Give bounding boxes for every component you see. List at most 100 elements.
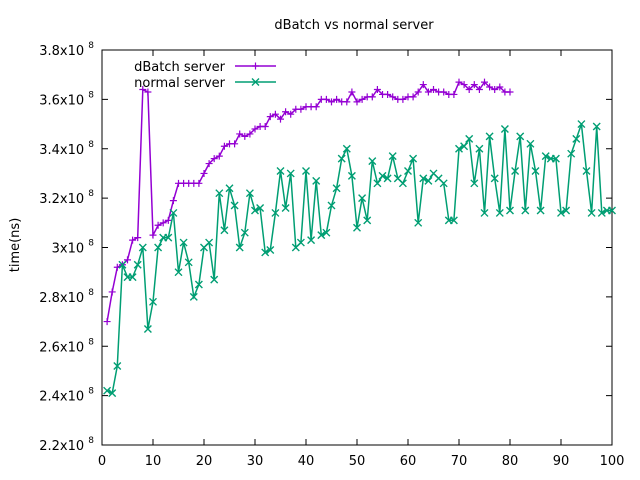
data-point: [261, 248, 270, 257]
data-point: [409, 93, 417, 101]
data-point: [220, 226, 229, 235]
data-point: [373, 86, 381, 93]
y-tick-label: 3.6x10 8: [39, 90, 94, 108]
data-point: [138, 243, 147, 252]
chart-title: dBatch vs normal server: [274, 18, 434, 33]
data-point: [551, 154, 560, 163]
data-point: [343, 98, 351, 106]
data-point: [567, 149, 576, 158]
data-point: [511, 166, 520, 175]
data-point: [582, 166, 591, 175]
data-point: [536, 206, 545, 215]
data-point: [307, 236, 316, 245]
data-point: [103, 318, 111, 326]
data-point: [296, 238, 305, 247]
data-point: [118, 260, 127, 269]
data-point: [592, 122, 601, 131]
data-point: [189, 292, 198, 301]
y-tick-label: 3x10 8: [52, 239, 95, 257]
data-point: [516, 132, 525, 141]
data-point: [358, 95, 366, 103]
data-point: [368, 93, 376, 101]
data-point: [252, 62, 259, 70]
data-point: [439, 179, 448, 188]
data-point: [495, 208, 504, 217]
y-tick-label: 2.4x10 8: [39, 387, 94, 405]
data-point: [347, 171, 356, 180]
data-point: [133, 260, 142, 269]
data-point: [103, 386, 112, 395]
data-point: [475, 144, 484, 153]
data-point: [389, 93, 397, 101]
data-point: [322, 95, 330, 103]
data-point: [455, 78, 463, 86]
y-tick-label: 2.8x10 8: [39, 288, 94, 306]
data-point: [358, 194, 367, 203]
data-point: [384, 90, 392, 98]
data-point: [496, 83, 504, 91]
data-point: [312, 103, 320, 111]
data-point: [312, 176, 321, 185]
data-point: [440, 88, 448, 96]
data-point: [414, 218, 423, 227]
data-point: [480, 208, 489, 217]
data-point: [342, 144, 351, 153]
data-point: [139, 86, 147, 93]
data-point: [144, 88, 152, 96]
data-point: [215, 152, 223, 160]
y-tick-label: 3.2x10 8: [39, 189, 94, 207]
data-point: [220, 142, 228, 150]
data-point: [465, 86, 473, 93]
data-point: [210, 155, 218, 163]
data-point: [481, 78, 488, 86]
data-point: [210, 275, 219, 284]
data-point: [333, 95, 341, 103]
series-dBatch-server: [103, 78, 514, 326]
data-point: [241, 132, 249, 140]
data-point: [317, 231, 326, 240]
data-point: [271, 110, 279, 118]
data-point: [159, 219, 167, 227]
y-tick-label: 3.8x10 8: [39, 41, 94, 59]
y-tick-label: 3.4x10 8: [39, 140, 94, 158]
data-point: [353, 223, 361, 232]
x-tick-label: 40: [298, 454, 315, 469]
data-point: [164, 216, 172, 224]
data-point: [485, 132, 494, 141]
data-point: [302, 166, 310, 175]
data-point: [266, 113, 274, 121]
data-point: [491, 86, 499, 93]
data-point: [424, 176, 433, 185]
data-point: [419, 174, 428, 183]
data-point: [363, 216, 372, 225]
data-point: [470, 179, 479, 188]
data-point: [378, 171, 387, 180]
data-point: [236, 130, 244, 138]
data-point: [282, 108, 290, 116]
data-point: [240, 228, 249, 237]
data-point: [348, 88, 356, 96]
data-point: [195, 179, 203, 187]
data-point: [460, 81, 468, 89]
data-point: [276, 166, 285, 175]
x-tick-label: 30: [247, 454, 264, 469]
axes: 0 10 20 30 40 50 60 70 80 90 100 2.2x10 8 2.4x10 8 2.…: [39, 41, 624, 469]
data-point: [506, 88, 514, 96]
data-point: [245, 189, 254, 198]
data-point: [261, 123, 269, 131]
data-point: [373, 179, 382, 188]
data-point: [271, 208, 280, 217]
data-point: [475, 86, 483, 93]
x-tick-label: 100: [600, 454, 625, 469]
data-point: [608, 206, 616, 215]
data-point: [572, 134, 581, 143]
data-point: [322, 228, 331, 237]
series-normal-server: [103, 120, 616, 398]
data-point: [430, 86, 437, 93]
data-point: [337, 154, 346, 163]
data-point: [205, 160, 213, 168]
data-point: [332, 184, 341, 193]
data-point: [541, 152, 550, 161]
